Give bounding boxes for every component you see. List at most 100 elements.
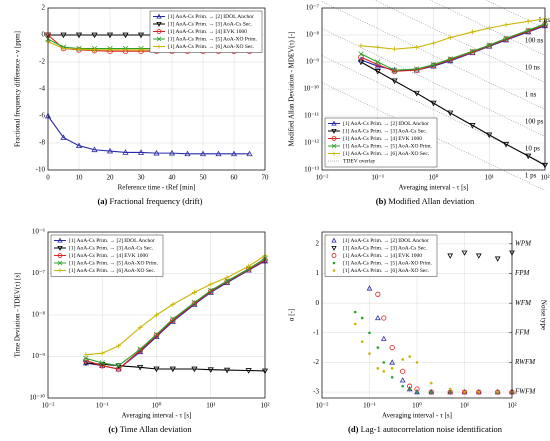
tdev-overlay-label: 1 ps	[525, 171, 537, 179]
legend-label: [1] AoA-Cs Prim. → [6] AoA-XO Sec.	[69, 268, 156, 274]
marker	[389, 359, 396, 365]
caption-text: Fractional frequency (drift)	[110, 196, 203, 206]
marker	[382, 361, 386, 364]
marker	[246, 150, 253, 157]
marker	[83, 355, 89, 362]
marker	[358, 51, 364, 57]
marker	[374, 314, 381, 321]
tdev-overlay-label: 100 ps	[525, 117, 544, 125]
y-tick-label: 10⁻⁹	[306, 58, 320, 66]
marker	[415, 361, 419, 364]
marker	[448, 387, 452, 391]
marker	[199, 150, 207, 157]
marker	[469, 48, 476, 54]
marker	[470, 29, 475, 35]
marker	[496, 390, 500, 394]
marker	[331, 143, 337, 149]
marker	[448, 390, 452, 394]
marker	[137, 346, 143, 352]
tdev-overlay-label: 10 ns	[525, 63, 540, 71]
marker	[390, 375, 394, 379]
marker	[153, 149, 160, 156]
y-axis-label: Time Deviation - TDEV(τ) [s]	[14, 273, 22, 358]
y-tick-label: 10⁻¹²	[304, 139, 319, 147]
marker	[156, 29, 162, 34]
x-tick-label: 10²	[260, 402, 269, 410]
x-tick-label: 70	[262, 174, 270, 182]
marker	[477, 390, 481, 394]
x-tick-label: 10⁻¹	[96, 402, 109, 410]
x-tick-label: 20	[107, 174, 115, 182]
marker	[215, 150, 222, 157]
marker	[332, 151, 336, 156]
x-axis-label: Averaging interval - τ [s]	[382, 412, 452, 420]
tdev-overlay-label: 1 µs	[538, 16, 550, 24]
caption-text: Lag-1 autocorrelation noise identificati…	[361, 424, 503, 434]
plot-frame	[47, 231, 266, 399]
legend-label: [1] AoA-Cs Prim. → [2] IDOL Anchor	[343, 121, 429, 127]
legend-label: [1] AoA-Cs Prim. → [4] EVK 1000	[343, 253, 422, 259]
y-axis-label: Modified Allan Deviation - MDEV(τ) [-]	[288, 32, 296, 147]
marker	[375, 44, 381, 50]
legend-label: [1] AoA-Cs Prim. → [6] AoA-XO Sec.	[343, 151, 430, 157]
y-tick-label: 10⁻⁷	[306, 4, 320, 12]
marker	[224, 278, 230, 284]
legend-label: [1] AoA-Cs Prim. → [5] AoA-XO Prim.	[343, 143, 433, 149]
marker	[399, 377, 406, 383]
x-tick-label: 10²	[507, 402, 516, 410]
marker	[525, 18, 531, 24]
legend-label: [1] AoA-Cs Prim. → [2] IDOL Anchor	[343, 238, 429, 244]
caption-label: (d)	[348, 424, 359, 434]
legend-label: [1] AoA-Cs Prim. → [3] AoA-Cs Sec.	[343, 128, 428, 134]
x-tick-label: 60	[231, 174, 239, 182]
marker	[408, 355, 411, 358]
caption-label: (b)	[376, 196, 387, 206]
marker	[169, 366, 176, 373]
y-tick-label: -4	[39, 85, 45, 93]
marker	[246, 263, 252, 269]
marker	[57, 253, 63, 258]
legend-label: [1] AoA-Cs Prim. → [6] AoA-XO Sec.	[168, 44, 255, 50]
y-tick-label: -2	[39, 58, 45, 66]
legend-label: [1] AoA-Cs Prim. → [3] AoA-Cs Sec.	[168, 21, 253, 27]
marker	[461, 250, 468, 256]
legend-box	[324, 117, 438, 168]
x-tick-label: 10⁻²	[42, 402, 55, 410]
plot-frame	[321, 7, 546, 171]
x-tick-label: 40	[169, 174, 177, 182]
y2-tick-label: FFM	[514, 328, 531, 336]
marker	[381, 315, 387, 321]
caption-text: Time Allan deviation	[120, 424, 193, 434]
y2-axis-label: Noise type	[539, 300, 547, 330]
legend-label: [1] AoA-Cs Prim. → [2] IDOL Anchor	[69, 238, 155, 244]
marker	[57, 245, 63, 251]
marker	[99, 360, 105, 366]
marker	[57, 237, 63, 243]
marker	[391, 67, 398, 73]
marker	[116, 343, 121, 349]
marker	[58, 268, 62, 273]
legend-label: TDEV overlay	[343, 158, 376, 164]
marker	[430, 100, 437, 107]
marker	[525, 153, 532, 160]
marker	[463, 390, 466, 394]
marker	[153, 332, 160, 339]
caption-label: (c)	[108, 424, 118, 434]
marker	[331, 136, 337, 141]
marker	[184, 150, 191, 157]
marker	[353, 322, 357, 326]
marker	[429, 390, 433, 394]
marker	[357, 59, 365, 66]
y-tick-label: 10⁻⁶	[32, 228, 46, 236]
x-tick-label: 50	[200, 174, 208, 182]
x-axis-label: Averaging interval - τ [s]	[399, 184, 469, 192]
marker	[60, 32, 67, 39]
legend-box	[149, 10, 263, 53]
x-axis-label: Averaging interval - τ [s]	[122, 412, 192, 420]
tdev-overlay-label: 100 ns	[525, 36, 544, 44]
series-line	[48, 115, 250, 155]
marker	[486, 25, 492, 31]
marker	[358, 43, 364, 49]
marker	[122, 32, 129, 39]
